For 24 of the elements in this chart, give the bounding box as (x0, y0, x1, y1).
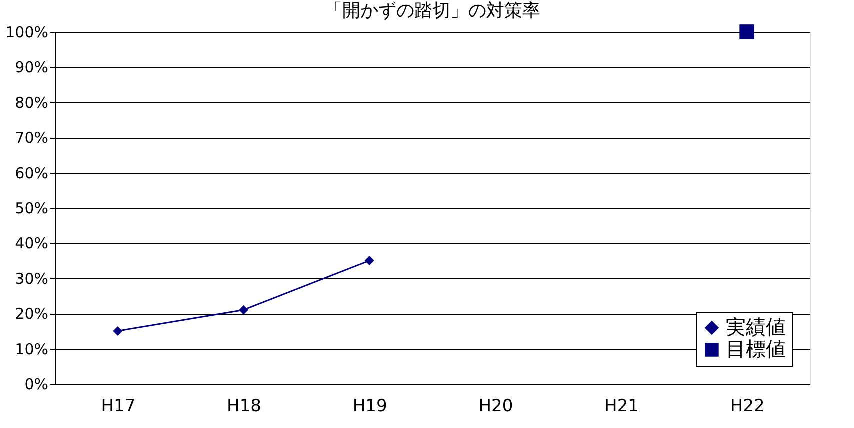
legend-label: 目標値 (726, 337, 786, 361)
x-tick-label: H17 (101, 396, 136, 416)
y-tick-label: 70% (15, 129, 48, 148)
x-tick-label: H21 (604, 396, 639, 416)
y-tick-label: 100% (6, 24, 48, 42)
point (740, 24, 754, 40)
point (113, 326, 123, 336)
x-tick-label: H22 (730, 396, 765, 416)
legend-label: 実績値 (726, 315, 786, 339)
y-tick-label: 30% (15, 270, 48, 288)
y-tick-label: 90% (15, 58, 48, 77)
y-tick-label: 60% (15, 164, 48, 182)
y-tick-label: 10% (15, 340, 48, 358)
point (364, 256, 374, 266)
y-tick-label: 40% (15, 234, 48, 253)
point (239, 305, 248, 315)
y-tick-label: 0% (24, 376, 48, 394)
y-tick-label: 80% (15, 94, 48, 112)
x-tick-label: H20 (478, 396, 514, 416)
y-tick-label: 50% (15, 200, 48, 218)
x-tick-label: H19 (352, 396, 388, 416)
x-tick-label: H18 (227, 396, 262, 416)
chart-title: 「開かずの踏切」の対策率 (324, 0, 540, 22)
y-tick-label: 20% (15, 305, 48, 324)
